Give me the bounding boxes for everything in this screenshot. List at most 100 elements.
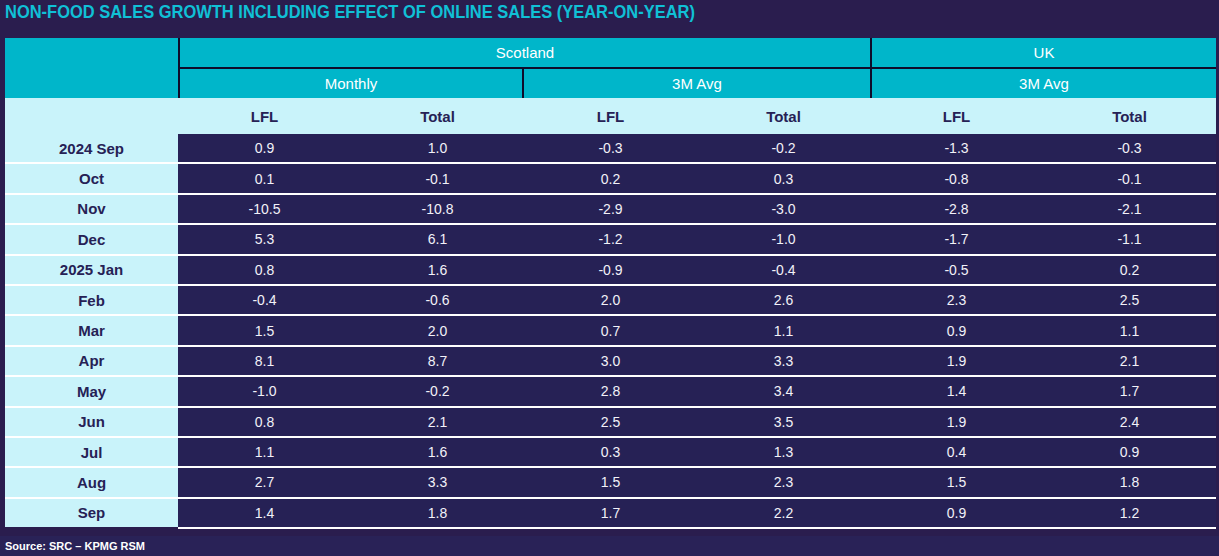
cell-value: 1.5 bbox=[178, 316, 351, 344]
row-data: 0.8 2.1 2.5 3.5 1.9 2.4 bbox=[178, 408, 1216, 436]
cell-value: 1.2 bbox=[1043, 499, 1216, 527]
header-period-3mavg-scotland: 3M Avg bbox=[524, 69, 870, 98]
cell-value: 2.5 bbox=[524, 408, 697, 436]
cell-value: -0.4 bbox=[697, 256, 870, 284]
row-label: Jul bbox=[5, 438, 178, 466]
cell-value: -0.1 bbox=[1043, 164, 1216, 192]
cell-value: 1.9 bbox=[870, 347, 1043, 375]
cell-value: -0.2 bbox=[697, 134, 870, 162]
cell-value: 5.3 bbox=[178, 225, 351, 253]
table-row: Jul 1.1 1.6 0.3 1.3 0.4 0.9 bbox=[5, 438, 1216, 468]
table-row: Nov -10.5 -10.8 -2.9 -3.0 -2.8 -2.1 bbox=[5, 195, 1216, 225]
table-row: May -1.0 -0.2 2.8 3.4 1.4 1.7 bbox=[5, 377, 1216, 407]
cell-value: -1.0 bbox=[178, 377, 351, 405]
source-footer: Source: SRC – KPMG RSM bbox=[0, 536, 1219, 556]
cell-value: -0.8 bbox=[870, 164, 1043, 192]
cell-value: -2.9 bbox=[524, 195, 697, 223]
column-header: LFL bbox=[524, 108, 697, 125]
cell-value: -2.1 bbox=[1043, 195, 1216, 223]
header-period-3mavg-uk: 3M Avg bbox=[872, 69, 1216, 98]
cell-value: 0.4 bbox=[870, 438, 1043, 466]
header-corner-cell bbox=[5, 38, 178, 98]
row-data: -1.0 -0.2 2.8 3.4 1.4 1.7 bbox=[178, 377, 1216, 405]
row-label: Apr bbox=[5, 347, 178, 375]
cell-value: 0.8 bbox=[178, 408, 351, 436]
cell-value: 0.2 bbox=[524, 164, 697, 192]
row-data: 5.3 6.1 -1.2 -1.0 -1.7 -1.1 bbox=[178, 225, 1216, 253]
row-data: 1.4 1.8 1.7 2.2 0.9 1.2 bbox=[178, 499, 1216, 529]
cell-value: 1.3 bbox=[697, 438, 870, 466]
row-label: Jun bbox=[5, 408, 178, 436]
cell-value: 1.6 bbox=[351, 256, 524, 284]
column-header: LFL bbox=[178, 108, 351, 125]
table-row: Jun 0.8 2.1 2.5 3.5 1.9 2.4 bbox=[5, 408, 1216, 438]
cell-value: -0.5 bbox=[870, 256, 1043, 284]
cell-value: -0.3 bbox=[1043, 134, 1216, 162]
row-data: 0.1 -0.1 0.2 0.3 -0.8 -0.1 bbox=[178, 164, 1216, 192]
row-label: Dec bbox=[5, 225, 178, 253]
cell-value: -0.1 bbox=[351, 164, 524, 192]
table-row: Feb -0.4 -0.6 2.0 2.6 2.3 2.5 bbox=[5, 286, 1216, 316]
table-body: 2024 Sep 0.9 1.0 -0.3 -0.2 -1.3 -0.3 Oct… bbox=[5, 134, 1216, 529]
row-data: -10.5 -10.8 -2.9 -3.0 -2.8 -2.1 bbox=[178, 195, 1216, 223]
measure-header-spacer bbox=[5, 98, 178, 134]
cell-value: 1.8 bbox=[351, 499, 524, 527]
cell-value: 2.0 bbox=[524, 286, 697, 314]
table-row: Sep 1.4 1.8 1.7 2.2 0.9 1.2 bbox=[5, 499, 1216, 529]
cell-value: 3.3 bbox=[697, 347, 870, 375]
cell-value: 3.4 bbox=[697, 377, 870, 405]
column-header: LFL bbox=[870, 108, 1043, 125]
cell-value: -0.4 bbox=[178, 286, 351, 314]
table-row: Oct 0.1 -0.1 0.2 0.3 -0.8 -0.1 bbox=[5, 164, 1216, 194]
cell-value: 1.7 bbox=[524, 499, 697, 527]
cell-value: -1.3 bbox=[870, 134, 1043, 162]
cell-value: 3.5 bbox=[697, 408, 870, 436]
cell-value: -2.8 bbox=[870, 195, 1043, 223]
cell-value: -1.7 bbox=[870, 225, 1043, 253]
cell-value: 3.3 bbox=[351, 468, 524, 496]
row-data: 0.8 1.6 -0.9 -0.4 -0.5 0.2 bbox=[178, 256, 1216, 284]
cell-value: 0.1 bbox=[178, 164, 351, 192]
cell-value: -10.8 bbox=[351, 195, 524, 223]
cell-value: 1.4 bbox=[870, 377, 1043, 405]
cell-value: 0.9 bbox=[870, 316, 1043, 344]
row-data: 2.7 3.3 1.5 2.3 1.5 1.8 bbox=[178, 468, 1216, 496]
cell-value: 1.4 bbox=[178, 499, 351, 527]
cell-value: 2.1 bbox=[351, 408, 524, 436]
row-data: 1.5 2.0 0.7 1.1 0.9 1.1 bbox=[178, 316, 1216, 344]
cell-value: 2.3 bbox=[870, 286, 1043, 314]
sales-table: Scotland UK Monthly 3M Avg 3M Avg LFL To… bbox=[5, 38, 1216, 529]
page-title: NON-FOOD SALES GROWTH INCLUDING EFFECT O… bbox=[5, 2, 695, 23]
row-data: 8.1 8.7 3.0 3.3 1.9 2.1 bbox=[178, 347, 1216, 375]
cell-value: 1.8 bbox=[1043, 468, 1216, 496]
row-label: 2024 Sep bbox=[5, 134, 178, 162]
cell-value: 8.7 bbox=[351, 347, 524, 375]
table-row: Mar 1.5 2.0 0.7 1.1 0.9 1.1 bbox=[5, 316, 1216, 346]
cell-value: 2.2 bbox=[697, 499, 870, 527]
cell-value: 1.5 bbox=[870, 468, 1043, 496]
cell-value: 2.1 bbox=[1043, 347, 1216, 375]
cell-value: -3.0 bbox=[697, 195, 870, 223]
row-label: May bbox=[5, 377, 178, 405]
source-text: Source: SRC – KPMG RSM bbox=[5, 540, 145, 552]
table-row: Aug 2.7 3.3 1.5 2.3 1.5 1.8 bbox=[5, 468, 1216, 498]
cell-value: 0.9 bbox=[178, 134, 351, 162]
column-header: Total bbox=[351, 108, 524, 125]
cell-value: 6.1 bbox=[351, 225, 524, 253]
cell-value: 0.2 bbox=[1043, 256, 1216, 284]
cell-value: 0.3 bbox=[697, 164, 870, 192]
header-period-monthly: Monthly bbox=[180, 69, 522, 98]
cell-value: -0.3 bbox=[524, 134, 697, 162]
cell-value: -10.5 bbox=[178, 195, 351, 223]
cell-value: 0.7 bbox=[524, 316, 697, 344]
cell-value: 0.8 bbox=[178, 256, 351, 284]
cell-value: 0.9 bbox=[870, 499, 1043, 527]
row-label: Aug bbox=[5, 468, 178, 496]
cell-value: 1.1 bbox=[1043, 316, 1216, 344]
cell-value: 1.6 bbox=[351, 438, 524, 466]
row-label: 2025 Jan bbox=[5, 256, 178, 284]
row-label: Feb bbox=[5, 286, 178, 314]
row-label: Nov bbox=[5, 195, 178, 223]
cell-value: 2.0 bbox=[351, 316, 524, 344]
cell-value: -1.0 bbox=[697, 225, 870, 253]
